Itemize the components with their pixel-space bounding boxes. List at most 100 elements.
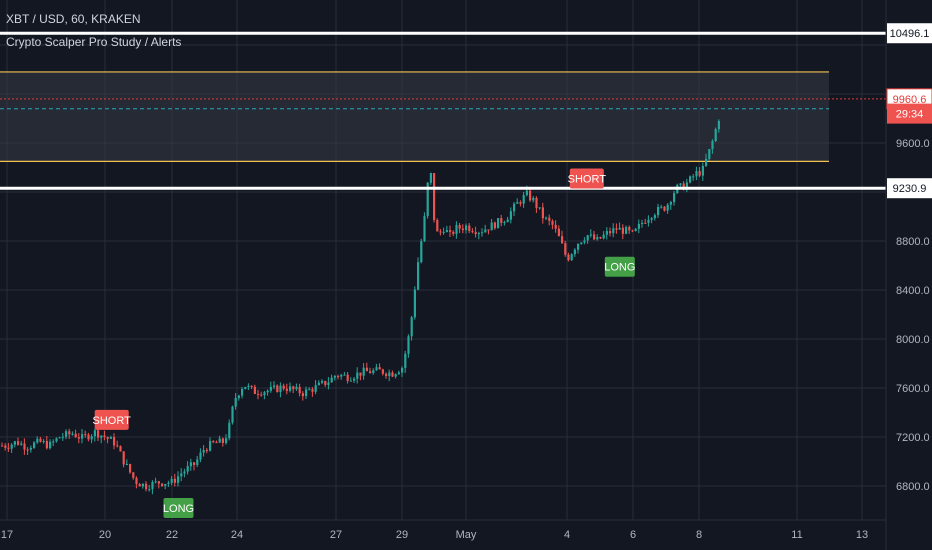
- candle-body: [196, 459, 199, 465]
- candle-body: [65, 431, 68, 437]
- long-signal-badge[interactable]: LONG: [163, 498, 194, 519]
- candle-body: [100, 435, 103, 438]
- candle-body: [407, 336, 410, 354]
- time-tick-label: 27: [330, 529, 342, 541]
- candle-body: [660, 206, 663, 208]
- candle-body: [471, 230, 474, 233]
- candle-body: [244, 386, 247, 390]
- candle-body: [52, 441, 55, 443]
- candles: [1, 119, 720, 495]
- time-axis[interactable]: 17 20 22 24 27 29 May 4 6 8 11 13: [0, 519, 886, 541]
- candle-body: [401, 367, 404, 373]
- candle-body: [45, 441, 48, 449]
- candle-body: [423, 216, 426, 242]
- long-signal-badge[interactable]: LONG: [604, 256, 635, 277]
- candle-body: [42, 441, 45, 443]
- candle-body: [573, 249, 576, 255]
- candle-body: [209, 441, 212, 451]
- candle-body: [39, 438, 42, 442]
- candle-body: [439, 231, 442, 233]
- candle-body: [109, 437, 112, 439]
- candle-body: [119, 446, 122, 452]
- candle-body: [237, 395, 240, 398]
- time-tick-label: 13: [856, 529, 868, 541]
- short-signal-badge[interactable]: SHORT: [568, 168, 607, 189]
- symbol-title[interactable]: XBT / USD, 60, KRAKEN: [6, 12, 141, 26]
- candle-body: [20, 443, 23, 445]
- candle-body: [557, 228, 560, 237]
- candle-body: [599, 237, 602, 239]
- candle-body: [241, 389, 244, 396]
- candle-body: [4, 445, 7, 448]
- candle-body: [17, 441, 20, 445]
- candle-body: [365, 367, 368, 372]
- candle-body: [225, 438, 228, 444]
- candle-body: [372, 370, 375, 374]
- candle-body: [148, 489, 151, 491]
- candle-body: [193, 462, 196, 465]
- candle-body: [554, 224, 557, 229]
- candle-body: [644, 222, 647, 224]
- price-tag-bg: [887, 178, 932, 199]
- price-tick-label: 9600.0: [896, 138, 930, 150]
- candle-body: [650, 218, 653, 220]
- candle-body: [301, 393, 304, 397]
- candle-body: [298, 386, 301, 394]
- candle-body: [577, 243, 580, 250]
- candle-body: [580, 242, 583, 244]
- candle-body: [714, 129, 717, 142]
- candle-body: [7, 447, 10, 449]
- candle-body: [183, 471, 186, 474]
- candle-body: [596, 237, 599, 240]
- candle-body: [346, 374, 349, 381]
- candle-body: [90, 436, 93, 440]
- candle-body: [657, 206, 660, 216]
- candle-body: [170, 478, 173, 483]
- candle-body: [257, 393, 260, 395]
- time-tick-label: 6: [630, 529, 636, 541]
- candle-body: [189, 462, 192, 467]
- candle-body: [186, 466, 189, 472]
- time-tick-label: 8: [696, 529, 702, 541]
- short-signal-badge[interactable]: SHORT: [93, 409, 132, 430]
- candle-body: [292, 386, 295, 390]
- candle-body: [522, 195, 525, 204]
- candle-body: [359, 372, 362, 376]
- candle-body: [26, 449, 29, 451]
- candle-body: [330, 377, 333, 383]
- candle-body: [442, 231, 445, 233]
- candle-body: [679, 183, 682, 185]
- candle-body: [23, 443, 26, 450]
- candle-body: [36, 438, 39, 443]
- candle-body: [375, 367, 378, 371]
- candle-body: [663, 206, 666, 211]
- candle-body: [506, 219, 509, 223]
- candle-body: [618, 227, 621, 230]
- candle-body: [317, 382, 320, 386]
- study-title[interactable]: Crypto Scalper Pro Study / Alerts: [6, 35, 182, 49]
- candle-body: [461, 228, 464, 231]
- price-axis[interactable]: 6800.0 7200.0 7600.0 8000.0 8400.0 8800.0 9600…: [885, 0, 932, 550]
- candle-body: [135, 477, 138, 485]
- candle-body: [340, 374, 343, 377]
- candle-body: [634, 228, 637, 231]
- candle-body: [631, 230, 634, 232]
- candle-body: [452, 231, 455, 234]
- candle-body: [481, 232, 484, 234]
- candle-body: [221, 438, 224, 444]
- time-tick-label: 24: [231, 529, 243, 541]
- candle-body: [538, 207, 541, 209]
- candle-body: [61, 436, 64, 438]
- candle-body: [103, 435, 106, 438]
- candle-body: [269, 386, 272, 391]
- candle-body: [436, 219, 439, 232]
- signals[interactable]: SHORT LONG SHORT LONG: [93, 168, 636, 519]
- candle-body: [529, 190, 532, 201]
- candle-body: [58, 437, 61, 439]
- candle-body: [343, 374, 346, 376]
- candle-body: [449, 230, 452, 232]
- candle-body: [74, 433, 77, 438]
- candle-body: [218, 438, 221, 443]
- candle-body: [289, 386, 292, 391]
